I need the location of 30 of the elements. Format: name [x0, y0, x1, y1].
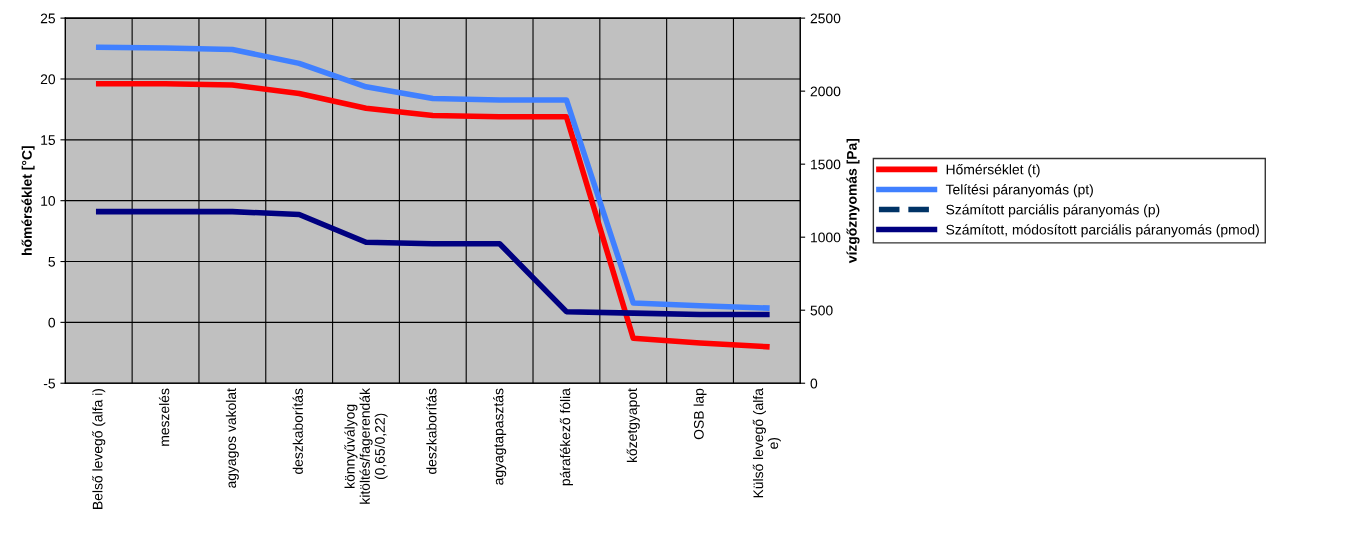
legend-label: Számított parciális páranyomás (p): [946, 204, 1160, 218]
y2-tick-label: 2000: [810, 86, 841, 97]
x-tick-label: OSB lap: [693, 388, 707, 440]
y-tick-label: 5: [48, 257, 56, 267]
y-tick-label: 10: [41, 196, 56, 206]
x-tick-label: agyagos vakolat: [225, 388, 239, 488]
y2-tick-label: 2500: [810, 13, 841, 24]
legend-label: Számított, módosított parciális páranyomás (pmod): [946, 224, 1259, 238]
x-tick-label: Külső levegő (alfa e): [752, 388, 781, 498]
y-tick-label: 15: [41, 135, 56, 145]
x-tick-label: Belső levegő (alfa i): [92, 388, 106, 509]
x-tick-label: könnyűvályog kitöltés/fagerendák (0,65/0,22): [344, 388, 388, 504]
legend-label: Hőmérséklet (t): [946, 164, 1040, 178]
y-axis-title: hőmérséklet [°C]: [21, 146, 35, 255]
x-tick-label: meszelés: [158, 388, 170, 446]
y-tick-label: -5: [43, 378, 56, 389]
y2-tick-label: 0: [810, 378, 818, 389]
y2-tick-label: 1000: [811, 232, 841, 243]
y-tick-label: 0: [48, 317, 56, 328]
x-tick-label: kőzetgyapot: [626, 388, 640, 463]
y2-tick-label: 1500: [811, 159, 841, 170]
x-tick-label: párafékező fólia: [559, 388, 573, 486]
x-tick-label: deszkaborítás: [292, 388, 303, 474]
y-tick-label: 20: [40, 74, 56, 85]
x-tick-label: deszkaborítás: [426, 388, 437, 474]
y-tick-label: 25: [40, 13, 56, 24]
y2-tick-label: 500: [810, 305, 833, 316]
x-tick-label: agyagtapasztás: [493, 388, 507, 485]
legend-label: Telítési páranyomás (pt): [945, 184, 1093, 198]
y2-axis-title: vízgőznyomás [Pa]: [846, 138, 860, 264]
